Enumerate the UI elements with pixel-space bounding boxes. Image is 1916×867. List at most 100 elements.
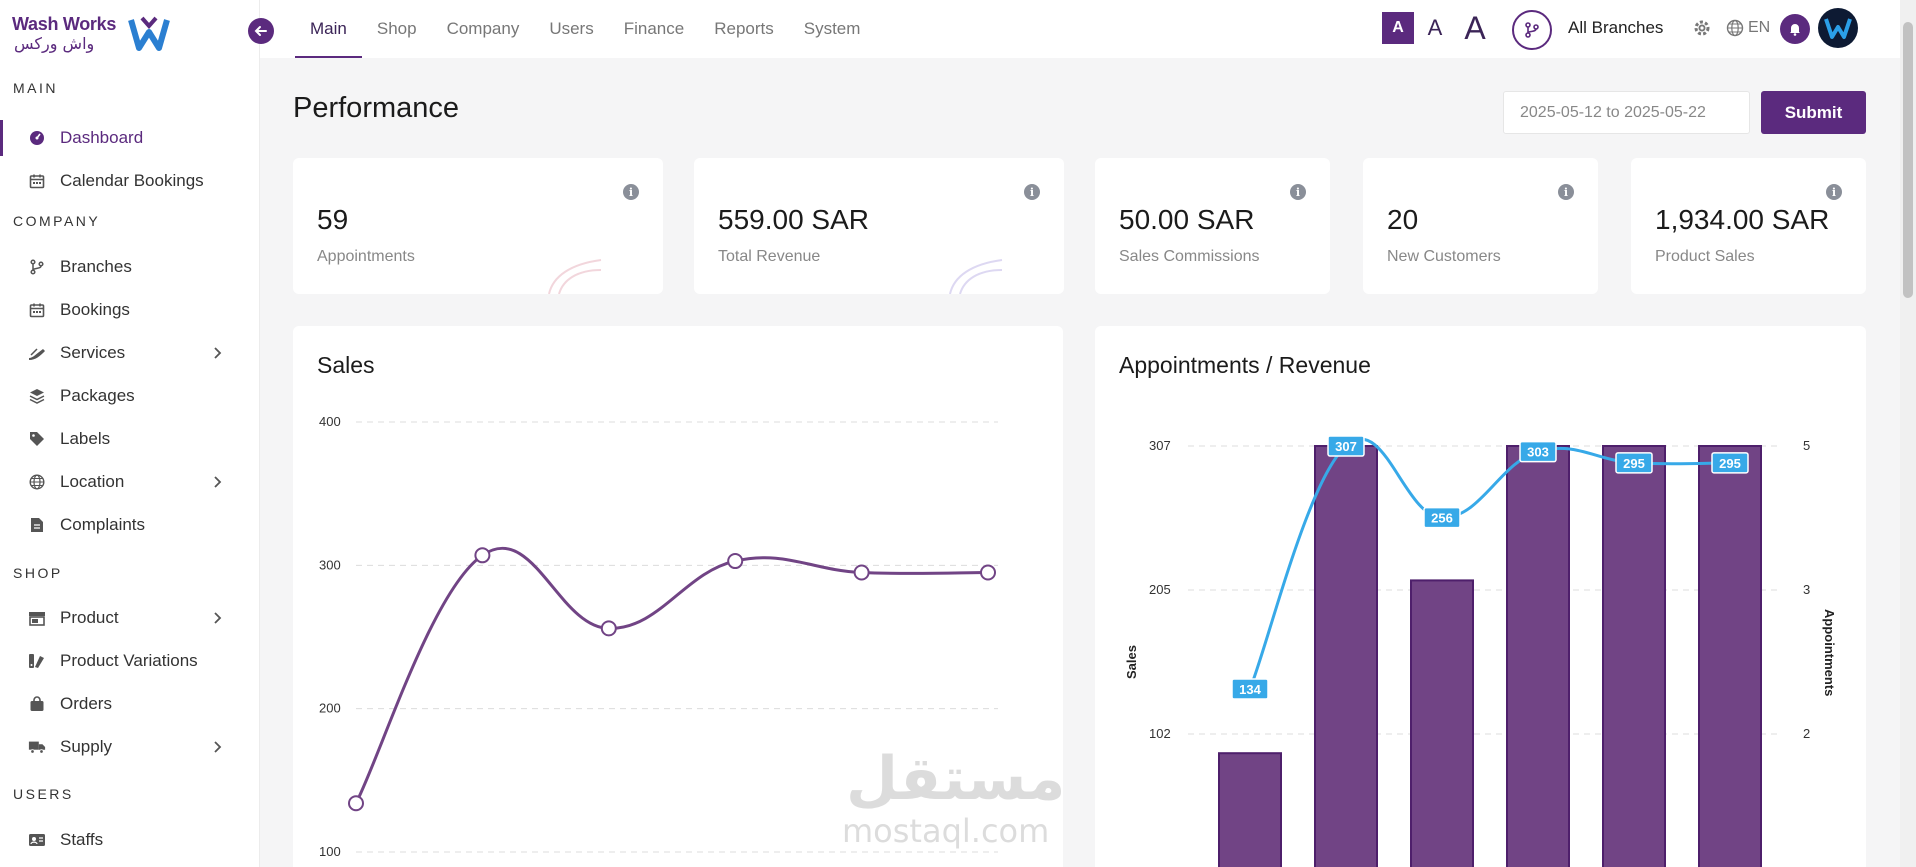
- notifications-button[interactable]: [1780, 14, 1810, 44]
- revenue-data-label-box: [1615, 452, 1653, 474]
- sidebar-item-label: Complaints: [60, 515, 146, 534]
- stat-label: Appointments: [317, 248, 415, 265]
- date-range-input[interactable]: 2025-05-12 to 2025-05-22: [1503, 91, 1750, 134]
- sales-data-point[interactable]: [980, 564, 996, 581]
- watermark: مستقل mostaql.com: [838, 744, 1078, 854]
- tab-system[interactable]: System: [803, 19, 861, 38]
- font-size-medium-button[interactable]: A: [1427, 15, 1443, 40]
- top-navigation: Main Shop Company Users Finance Reports System: [295, 0, 875, 58]
- collapse-sidebar-button[interactable]: [248, 18, 274, 44]
- left-y-tick-label: 102: [1149, 726, 1171, 741]
- submit-button[interactable]: Submit: [1761, 91, 1866, 134]
- revenue-data-label: 295: [1719, 456, 1741, 471]
- appointments-bar[interactable]: [1506, 445, 1570, 867]
- tab-company[interactable]: Company: [446, 19, 520, 38]
- sidebar-item-calendar-bookings[interactable]: Calendar Bookings: [0, 163, 260, 199]
- sidebar-item-label: Product: [60, 608, 119, 627]
- info-icon[interactable]: i: [1024, 184, 1040, 200]
- tag-icon: [28, 430, 46, 448]
- truck-icon: [28, 738, 46, 756]
- appointments-bar[interactable]: [1698, 445, 1762, 867]
- sales-data-point[interactable]: [853, 564, 870, 581]
- watermark-english: mostaql.com: [842, 812, 1050, 850]
- calendar-icon: [28, 301, 46, 319]
- tab-shop[interactable]: Shop: [376, 19, 417, 38]
- sidebar-item-label: Supply: [60, 737, 112, 756]
- dashboard-icon: [28, 129, 46, 147]
- user-avatar[interactable]: [1818, 8, 1858, 48]
- revenue-data-label-box: [1423, 506, 1461, 529]
- sidebar-item-label: Branches: [60, 257, 132, 276]
- appointments-bar[interactable]: [1314, 445, 1378, 867]
- sales-data-point[interactable]: [600, 620, 617, 637]
- right-y-tick-label: 5: [1803, 438, 1810, 453]
- sidebar-item-bookings[interactable]: Bookings: [0, 292, 260, 328]
- chevron-right-icon[interactable]: [210, 474, 224, 488]
- appointments-bar[interactable]: [1602, 445, 1666, 867]
- branch-label[interactable]: All Branches: [1568, 18, 1664, 37]
- revenue-data-label-box: [1327, 435, 1365, 457]
- info-icon[interactable]: i: [1558, 184, 1574, 200]
- git-branch-icon: [1525, 22, 1539, 38]
- tab-main[interactable]: Main: [295, 0, 362, 58]
- appointments-bar[interactable]: [1218, 752, 1282, 867]
- stat-card-total-revenue: 559.00 SAR Total Revenue i: [694, 158, 1064, 294]
- decorative-curve-icon: [949, 259, 1003, 294]
- sidebar-item-complaints[interactable]: Complaints: [0, 507, 260, 543]
- globe-icon: [28, 473, 46, 491]
- sales-data-point[interactable]: [474, 547, 491, 564]
- sidebar-item-packages[interactable]: Packages: [0, 378, 260, 414]
- stat-value: 559.00 SAR: [718, 204, 869, 235]
- sidebar-item-product[interactable]: Product: [0, 600, 260, 636]
- sidebar-item-label: Labels: [60, 429, 111, 448]
- appointments-bar[interactable]: [1410, 579, 1474, 867]
- services-icon: [28, 344, 46, 362]
- font-size-small-button[interactable]: A: [1382, 12, 1414, 44]
- sidebar-item-label: Services: [60, 343, 126, 362]
- page-scrollbar[interactable]: [1900, 0, 1916, 867]
- stat-value: 59: [317, 204, 349, 235]
- font-size-large-button[interactable]: A: [1464, 9, 1486, 46]
- info-icon[interactable]: i: [623, 184, 639, 200]
- stat-label: Sales Commissions: [1119, 248, 1260, 265]
- appointments-revenue-chart: 307 205 102 5 3 2 Sales Appointments 134 307 256 30…: [1124, 435, 1837, 867]
- sidebar-item-product-variations[interactable]: Product Variations: [0, 643, 260, 679]
- sales-data-point[interactable]: [348, 795, 364, 812]
- sidebar-item-staffs[interactable]: Staffs: [0, 822, 260, 858]
- stat-card-appointments: 59 Appointments i: [293, 158, 663, 294]
- globe-icon[interactable]: [1726, 19, 1744, 37]
- chevron-right-icon[interactable]: [210, 345, 224, 359]
- stat-value: 20: [1387, 204, 1419, 235]
- sidebar-item-location[interactable]: Location: [0, 464, 260, 500]
- page-title: Performance: [293, 92, 460, 124]
- sidebar-item-labels[interactable]: Labels: [0, 421, 260, 457]
- branch-selector-button[interactable]: [1512, 10, 1552, 50]
- sidebar-item-services[interactable]: Services: [0, 335, 260, 371]
- chevron-right-icon[interactable]: [210, 610, 224, 624]
- revenue-data-label-box: [1711, 452, 1749, 474]
- sidebar-item-label: Dashboard: [60, 128, 144, 147]
- sidebar-item-branches[interactable]: Branches: [0, 249, 260, 285]
- tab-reports[interactable]: Reports: [714, 19, 774, 38]
- left-y-tick-label: 307: [1149, 438, 1171, 453]
- stat-card-sales-commissions: 50.00 SAR Sales Commissions i: [1095, 158, 1330, 294]
- info-icon[interactable]: i: [1826, 184, 1842, 200]
- language-switcher[interactable]: EN: [1748, 19, 1771, 36]
- chevron-right-icon[interactable]: [210, 739, 224, 753]
- info-icon[interactable]: i: [1290, 184, 1306, 200]
- sidebar-item-label: Bookings: [60, 300, 130, 319]
- tab-finance[interactable]: Finance: [623, 19, 685, 38]
- stat-label: Total Revenue: [718, 248, 821, 265]
- scrollbar-thumb[interactable]: [1903, 22, 1913, 298]
- sidebar-item-supply[interactable]: Supply: [0, 729, 260, 765]
- sidebar-section-main: MAIN: [13, 80, 58, 96]
- sidebar: Wash Works واش وركس MAIN Dashboard Calenda…: [0, 0, 260, 867]
- brand-logo[interactable]: Wash Works واش وركس: [12, 12, 172, 56]
- sidebar-item-orders[interactable]: Orders: [0, 686, 260, 722]
- sales-data-point[interactable]: [727, 553, 744, 570]
- gear-icon[interactable]: [1692, 18, 1712, 38]
- sidebar-item-dashboard[interactable]: Dashboard: [0, 120, 260, 156]
- tab-users[interactable]: Users: [549, 19, 594, 38]
- y-tick-label: 200: [319, 701, 341, 716]
- left-axis-label: Sales: [1124, 645, 1139, 679]
